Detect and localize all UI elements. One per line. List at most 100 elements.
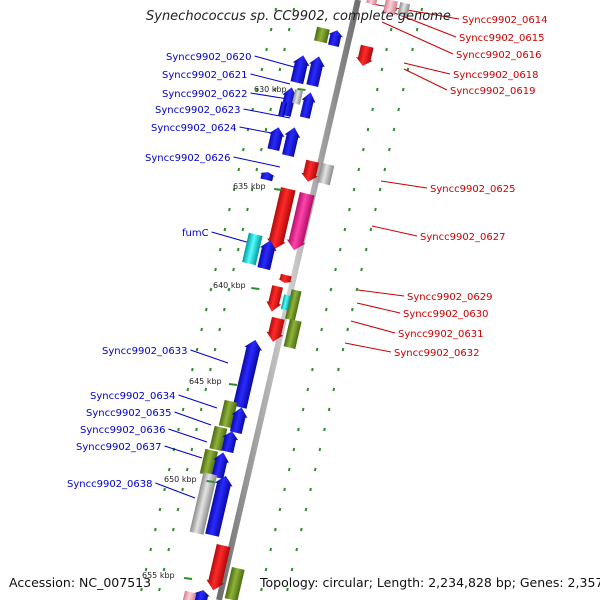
- gene-feature[interactable]: [228, 406, 249, 435]
- gene-feature[interactable]: [397, 2, 411, 17]
- gene-label-left[interactable]: Syncc9902_0620: [166, 52, 252, 63]
- gene-feature[interactable]: [292, 89, 303, 105]
- gene-feature-shape[interactable]: [264, 285, 284, 314]
- gene-feature-shape[interactable]: [192, 588, 211, 600]
- gene-feature-shape[interactable]: [304, 55, 326, 88]
- gene-feature-shape[interactable]: [397, 2, 411, 17]
- gene-feature[interactable]: [313, 26, 330, 44]
- gene-feature[interactable]: [366, 0, 378, 6]
- gene-label-right[interactable]: Syncc9902_0625: [430, 184, 516, 195]
- gene-feature[interactable]: [280, 126, 302, 158]
- gene-feature[interactable]: [264, 285, 284, 314]
- gene-feature[interactable]: [326, 29, 344, 48]
- gene-feature[interactable]: [298, 91, 318, 119]
- gene-feature-shape[interactable]: [283, 319, 302, 349]
- gene-feature-shape[interactable]: [300, 159, 321, 183]
- gene-feature[interactable]: [210, 451, 231, 480]
- gene-feature-shape[interactable]: [220, 429, 240, 454]
- gene-feature-shape[interactable]: [242, 232, 263, 266]
- gene-feature[interactable]: [354, 44, 375, 67]
- gene-feature-shape[interactable]: [280, 294, 292, 311]
- gene-feature-shape[interactable]: [313, 26, 330, 44]
- gene-feature[interactable]: [280, 294, 292, 311]
- gene-feature-shape[interactable]: [224, 566, 245, 600]
- gene-feature-shape[interactable]: [182, 590, 197, 600]
- gene-label-right[interactable]: Syncc9902_0615: [459, 33, 545, 44]
- gene-feature-shape[interactable]: [210, 451, 231, 480]
- gene-feature-shape[interactable]: [266, 125, 287, 152]
- gene-feature-shape[interactable]: [382, 0, 398, 16]
- gene-label-right[interactable]: Syncc9902_0616: [456, 50, 542, 61]
- gene-label-right[interactable]: Syncc9902_0618: [453, 70, 539, 81]
- gene-label-left[interactable]: Syncc9902_0633: [102, 346, 188, 357]
- gene-feature-shape[interactable]: [189, 472, 218, 535]
- gene-feature-shape[interactable]: [298, 91, 318, 119]
- gene-feature-shape[interactable]: [280, 126, 302, 158]
- gene-feature[interactable]: [231, 338, 264, 409]
- gene-feature[interactable]: [278, 101, 288, 117]
- tick-dot: [213, 347, 217, 352]
- gene-label-right[interactable]: Syncc9902_0631: [398, 329, 484, 340]
- gene-label-left[interactable]: Syncc9902_0636: [80, 425, 166, 436]
- gene-feature[interactable]: [266, 125, 287, 152]
- gene-feature[interactable]: [289, 53, 312, 85]
- gene-label-right[interactable]: Syncc9902_0627: [420, 232, 506, 243]
- gene-label-left[interactable]: Syncc9902_0634: [90, 391, 176, 402]
- gene-label-left[interactable]: fumC: [182, 228, 209, 239]
- gene-feature[interactable]: [277, 273, 293, 284]
- gene-feature[interactable]: [285, 289, 302, 321]
- gene-label-left[interactable]: Syncc9902_0621: [162, 70, 248, 81]
- gene-feature[interactable]: [224, 566, 245, 600]
- gene-label-left[interactable]: Syncc9902_0622: [162, 89, 248, 100]
- gene-label-left[interactable]: Syncc9902_0624: [151, 123, 237, 134]
- tick-dot: [292, 7, 296, 12]
- gene-label-right[interactable]: Syncc9902_0630: [403, 309, 489, 320]
- gene-label-right[interactable]: Syncc9902_0614: [462, 15, 548, 26]
- gene-label-left[interactable]: Syncc9902_0637: [76, 442, 162, 453]
- gene-feature-shape[interactable]: [204, 544, 232, 593]
- gene-feature-shape[interactable]: [231, 338, 264, 409]
- gene-feature[interactable]: [242, 232, 263, 266]
- gene-feature-shape[interactable]: [285, 289, 302, 321]
- gene-feature[interactable]: [203, 474, 234, 537]
- gene-label-right[interactable]: Syncc9902_0619: [450, 86, 536, 97]
- gene-feature-shape[interactable]: [265, 316, 287, 343]
- gene-label-left[interactable]: Syncc9902_0638: [67, 479, 153, 490]
- gene-feature-shape[interactable]: [278, 101, 288, 117]
- gene-feature[interactable]: [204, 544, 232, 593]
- gene-feature[interactable]: [382, 0, 398, 16]
- gene-feature-shape[interactable]: [203, 474, 234, 537]
- gene-label-left[interactable]: Syncc9902_0626: [145, 153, 231, 164]
- gene-feature[interactable]: [300, 159, 321, 183]
- gene-feature-shape[interactable]: [289, 53, 312, 85]
- gene-label-left[interactable]: Syncc9902_0623: [155, 105, 241, 116]
- gene-feature[interactable]: [189, 472, 218, 535]
- gene-feature-shape[interactable]: [228, 406, 249, 435]
- gene-feature[interactable]: [265, 187, 297, 252]
- gene-feature-shape[interactable]: [259, 170, 276, 182]
- kbp-tick-label: 650 kbp: [164, 475, 197, 484]
- gene-feature-shape[interactable]: [317, 162, 335, 186]
- gene-feature[interactable]: [220, 429, 240, 454]
- gene-feature-shape[interactable]: [255, 238, 278, 271]
- gene-feature-shape[interactable]: [277, 273, 293, 284]
- gene-feature[interactable]: [283, 319, 302, 349]
- gene-feature-shape[interactable]: [366, 0, 378, 6]
- gene-label-left[interactable]: Syncc9902_0635: [86, 408, 172, 419]
- gene-feature[interactable]: [192, 588, 211, 600]
- gene-feature-shape[interactable]: [354, 44, 375, 67]
- leader-line: [371, 225, 418, 237]
- gene-feature[interactable]: [265, 316, 287, 343]
- gene-feature-shape[interactable]: [265, 187, 297, 252]
- gene-feature-shape[interactable]: [326, 29, 344, 48]
- gene-label-right[interactable]: Syncc9902_0629: [407, 292, 493, 303]
- gene-label-right[interactable]: Syncc9902_0632: [394, 348, 480, 359]
- gene-feature[interactable]: [259, 170, 276, 182]
- gene-feature-shape[interactable]: [285, 192, 317, 253]
- gene-feature[interactable]: [317, 162, 335, 186]
- gene-feature[interactable]: [304, 55, 326, 88]
- gene-feature[interactable]: [255, 238, 278, 271]
- gene-feature[interactable]: [285, 192, 317, 253]
- gene-feature[interactable]: [182, 590, 197, 600]
- gene-feature-shape[interactable]: [292, 89, 303, 105]
